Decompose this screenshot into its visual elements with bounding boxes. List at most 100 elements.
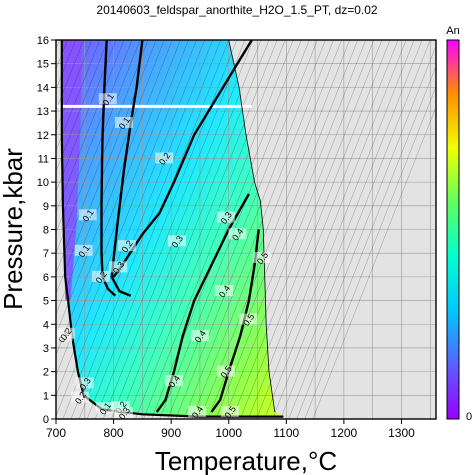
contour-label: 0.1: [114, 115, 133, 131]
hatch-line: [256, 40, 407, 419]
contour-label: 0.1: [95, 401, 114, 417]
x-tick-label: 1000: [215, 426, 242, 440]
y-tick-label: 14: [37, 82, 49, 94]
x-axis: 700 800 900 1000 1100 1200 1300: [46, 419, 415, 440]
hatch-line: [56, 40, 117, 193]
hatch-line: [56, 40, 205, 417]
hatch-line: [56, 40, 92, 132]
hatch-line: [127, 40, 278, 419]
hatch-line: [175, 40, 326, 419]
y-tick-label: 9: [43, 201, 49, 213]
hatch-line: [304, 85, 436, 419]
hatch-line: [264, 40, 415, 419]
contour-label-bg: [98, 93, 117, 105]
hatch-line: [248, 40, 399, 419]
contour-label: 0.4: [190, 328, 209, 344]
contour-label-bg: [165, 375, 184, 387]
contour-label: 0.2: [117, 238, 136, 254]
y-tick-label: 1: [43, 390, 49, 402]
contour-label-bg: [253, 251, 272, 263]
hatch-line: [288, 45, 436, 419]
contour-label: 0.1: [74, 243, 93, 259]
hatch-line: [272, 40, 423, 419]
x-tick-label: 1200: [331, 426, 358, 440]
hatch-line: [56, 40, 84, 111]
hatch-line: [56, 40, 173, 336]
contour-label: 0.4: [165, 373, 184, 389]
hatch-line: [86, 40, 238, 419]
y-tick-label: 3: [43, 343, 49, 355]
y-tick-label: 8: [43, 225, 49, 237]
contour-label-bg: [239, 313, 258, 325]
colorbar: An 0: [446, 25, 472, 423]
x-tick-label: 800: [104, 426, 124, 440]
phase-boundary-line: [228, 40, 276, 412]
contour-label: 0.3: [216, 210, 235, 226]
contour-label-bg: [117, 240, 136, 252]
chart-title: 20140603_feldspar_anorthite_H2O_1.5_PT, …: [96, 3, 378, 17]
contour-line-0.2: [110, 40, 144, 297]
hatch-line: [56, 40, 100, 152]
colorbar-gradient: [446, 39, 460, 420]
contour-label-bg: [109, 261, 128, 273]
hatch-line: [56, 40, 181, 356]
hatch-line: [119, 40, 270, 419]
y-tick-label: 5: [43, 296, 49, 308]
contour-label: 0.5: [220, 404, 239, 420]
y-tick-label: 11: [38, 153, 49, 165]
contour-label: 0.1: [78, 208, 97, 224]
field-region: [61, 40, 284, 417]
contour-label: 0.3: [114, 405, 133, 421]
hatch-line: [191, 40, 342, 419]
y-tick-label: 12: [37, 130, 49, 142]
y-tick-label: 2: [43, 367, 49, 379]
contour-label: 0.4: [228, 227, 247, 243]
colorbar-min-label: 0: [466, 411, 472, 423]
contour-labels: 0.10.10.10.10.20.20.20.30.30.30.50.50.40…: [54, 92, 272, 421]
contour-label: 0.5: [239, 312, 258, 328]
x-tick-label: 1100: [273, 426, 299, 440]
y-tick-label: 13: [37, 106, 49, 118]
contour-label: 0.4: [215, 283, 234, 299]
contour-label-bg: [190, 330, 209, 342]
hatch-line: [280, 40, 431, 419]
hatch-line: [223, 40, 375, 419]
contour-label-bg: [71, 391, 90, 403]
contour-label-bg: [95, 402, 114, 414]
contour-label-bg: [167, 235, 186, 247]
hatch-line: [215, 40, 366, 419]
contour-label-bg: [188, 405, 207, 417]
hatch-line: [62, 40, 213, 419]
contour-label: 0.5: [216, 364, 235, 380]
contour-label-bg: [111, 401, 130, 413]
contour-label-bg: [74, 244, 93, 256]
y-tick-label: 16: [37, 35, 49, 47]
hatch-line: [296, 65, 436, 419]
contour-label: 0.1: [98, 92, 117, 107]
contour-label-bg: [56, 327, 75, 339]
y-tick-label: 4: [43, 319, 49, 331]
hatch-line: [199, 40, 350, 419]
hatch-line: [56, 40, 189, 376]
contour-label: 0.2: [56, 326, 75, 342]
x-tick-label: 700: [46, 426, 66, 440]
contour-label-bg: [114, 407, 133, 419]
contour-label: 0.3: [109, 260, 128, 276]
hatch-line: [151, 40, 302, 419]
hatch-line: [143, 40, 294, 419]
hatch-line: [111, 40, 262, 419]
contour-label: 0.4: [188, 404, 207, 420]
hatch-line: [56, 40, 149, 274]
contour-label: 0.2: [155, 151, 174, 167]
x-tick-label: 900: [161, 426, 181, 440]
colorbar-label: An: [446, 25, 459, 37]
hatch-line: [102, 40, 254, 419]
hatch-line: [231, 40, 383, 419]
contour-lines: [56, 40, 284, 418]
contour-label: 0.3: [167, 234, 186, 250]
x-tick-label: 1300: [388, 426, 415, 440]
contour-label-bg: [215, 285, 234, 297]
